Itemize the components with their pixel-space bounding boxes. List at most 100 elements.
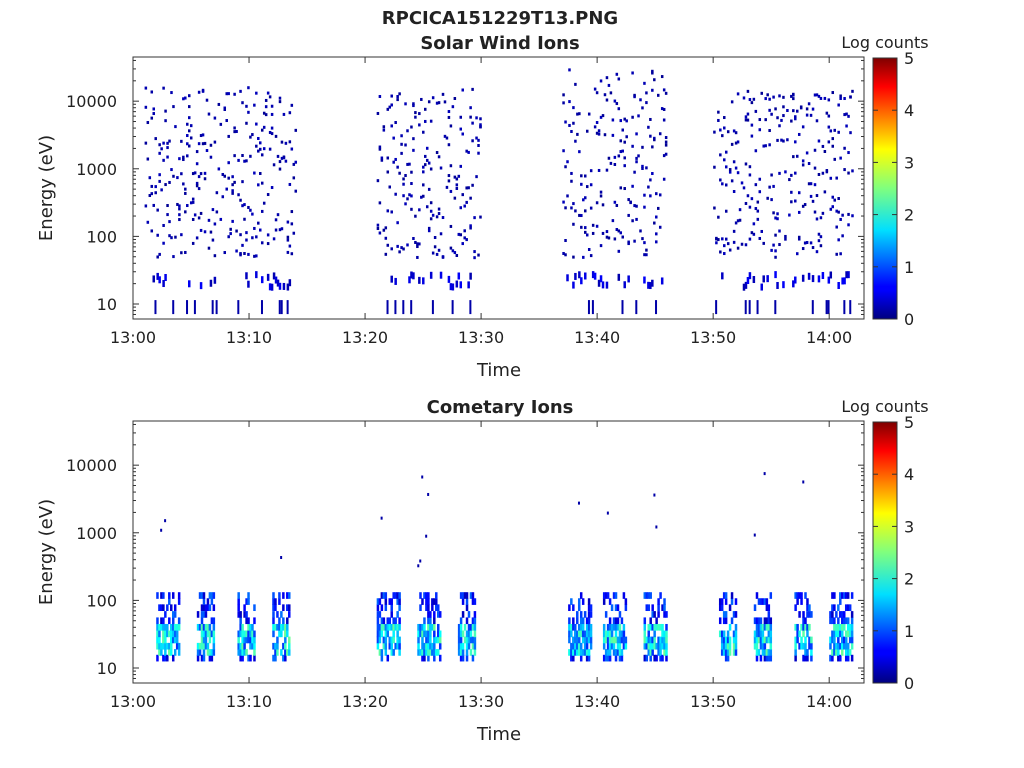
heatmap-cell bbox=[437, 630, 440, 638]
heatmap-cell bbox=[421, 630, 424, 638]
heatmap-cell bbox=[655, 525, 658, 529]
heatmap-cell bbox=[579, 617, 583, 625]
heatmap-cell bbox=[425, 598, 428, 605]
heatmap-cell bbox=[641, 145, 644, 149]
heatmap-cell bbox=[166, 155, 169, 159]
heatmap-cell bbox=[841, 611, 844, 618]
heatmap-cell bbox=[766, 196, 769, 200]
heatmap-cell bbox=[620, 654, 624, 662]
heatmap-cell bbox=[200, 604, 204, 612]
heatmap-cell bbox=[579, 623, 583, 631]
heatmap-cell bbox=[578, 112, 581, 116]
heatmap-cell bbox=[625, 119, 628, 123]
heatmap-cell bbox=[376, 642, 380, 650]
heatmap-cell bbox=[162, 280, 165, 288]
heatmap-cell bbox=[418, 208, 421, 212]
heatmap-cell bbox=[280, 140, 284, 144]
heatmap-cell bbox=[762, 241, 765, 245]
heatmap-cell bbox=[204, 642, 208, 650]
heatmap-cell bbox=[162, 604, 165, 612]
heatmap-cell bbox=[384, 623, 388, 631]
heatmap-cell bbox=[657, 611, 660, 618]
heatmap-cell bbox=[180, 233, 183, 237]
heatmap-cell bbox=[278, 167, 282, 171]
heatmap-cell bbox=[274, 598, 277, 605]
heatmap-cell bbox=[427, 492, 430, 496]
heatmap-cell bbox=[175, 623, 179, 631]
heatmap-cell bbox=[427, 187, 431, 191]
heatmap-cell bbox=[660, 277, 664, 285]
heatmap-cell bbox=[282, 642, 285, 650]
heatmap-cell bbox=[286, 220, 290, 224]
heatmap-cell bbox=[166, 146, 169, 150]
heatmap-cell bbox=[278, 623, 281, 631]
heatmap-cell bbox=[243, 611, 246, 618]
heatmap-cell bbox=[649, 592, 652, 599]
heatmap-cell bbox=[570, 179, 573, 183]
heatmap-cell bbox=[649, 282, 652, 290]
y-axis-label: Energy (eV) bbox=[36, 135, 57, 241]
heatmap-cell bbox=[604, 611, 608, 618]
heatmap-cell bbox=[572, 623, 575, 631]
heatmap-cell bbox=[195, 150, 199, 154]
heatmap-cell bbox=[465, 649, 469, 656]
heatmap-cell bbox=[837, 604, 840, 612]
heatmap-cell bbox=[173, 623, 177, 631]
heatmap-cell bbox=[187, 105, 191, 109]
heatmap-cell bbox=[171, 592, 175, 599]
heatmap-cell bbox=[811, 107, 815, 111]
heatmap-cell bbox=[664, 136, 668, 140]
heatmap-cell bbox=[755, 630, 759, 638]
heatmap-cell bbox=[255, 271, 258, 279]
heatmap-cell bbox=[615, 203, 619, 207]
heatmap-cell bbox=[767, 649, 771, 656]
heatmap-cell bbox=[477, 143, 480, 147]
heatmap-cell bbox=[738, 208, 742, 212]
heatmap-cell bbox=[734, 630, 738, 638]
heatmap-cell bbox=[713, 206, 716, 210]
heatmap-cell bbox=[808, 623, 811, 631]
heatmap-cell bbox=[720, 630, 724, 638]
colorbar-tick-label: 5 bbox=[904, 49, 914, 68]
heatmap-cell bbox=[164, 649, 167, 656]
heatmap-cell bbox=[449, 246, 453, 250]
heatmap-cell bbox=[380, 156, 384, 160]
heatmap-cell bbox=[457, 174, 461, 178]
heatmap-cell bbox=[376, 179, 380, 183]
heatmap-cell bbox=[433, 617, 436, 625]
colorbar-label: Log counts bbox=[841, 33, 928, 52]
heatmap-cell bbox=[839, 592, 842, 599]
heatmap-cell bbox=[769, 623, 773, 631]
heatmap-cell bbox=[171, 630, 175, 638]
heatmap-cell bbox=[753, 533, 756, 537]
heatmap-cell bbox=[835, 623, 838, 631]
heatmap-cell bbox=[473, 216, 476, 220]
heatmap-cell bbox=[429, 271, 433, 279]
heatmap-cell bbox=[651, 642, 654, 650]
heatmap-cell bbox=[457, 630, 461, 638]
heatmap-cell bbox=[651, 604, 654, 612]
heatmap-cell bbox=[241, 101, 244, 105]
heatmap-cell bbox=[170, 604, 173, 612]
heatmap-cell bbox=[467, 611, 471, 618]
heatmap-cell bbox=[255, 254, 258, 258]
heatmap-cell bbox=[748, 165, 752, 169]
heatmap-cell bbox=[211, 238, 215, 242]
heatmap-cell bbox=[770, 248, 773, 252]
heatmap-cell bbox=[659, 654, 662, 662]
heatmap-cell bbox=[803, 241, 807, 245]
colorbar-tick-label: 2 bbox=[904, 570, 914, 589]
heatmap-cell bbox=[837, 130, 840, 134]
heatmap-cell bbox=[641, 166, 644, 170]
heatmap-cell bbox=[247, 617, 250, 625]
heatmap-cell bbox=[276, 623, 279, 631]
heatmap-cell bbox=[164, 636, 167, 644]
heatmap-cell bbox=[182, 97, 185, 101]
heatmap-cell bbox=[580, 214, 583, 218]
heatmap-cell bbox=[732, 190, 736, 194]
heatmap-cell bbox=[201, 142, 205, 146]
heatmap-cell bbox=[208, 623, 212, 631]
heatmap-cell bbox=[647, 649, 650, 656]
heatmap-cell bbox=[447, 143, 451, 147]
heatmap-cell bbox=[473, 649, 477, 656]
